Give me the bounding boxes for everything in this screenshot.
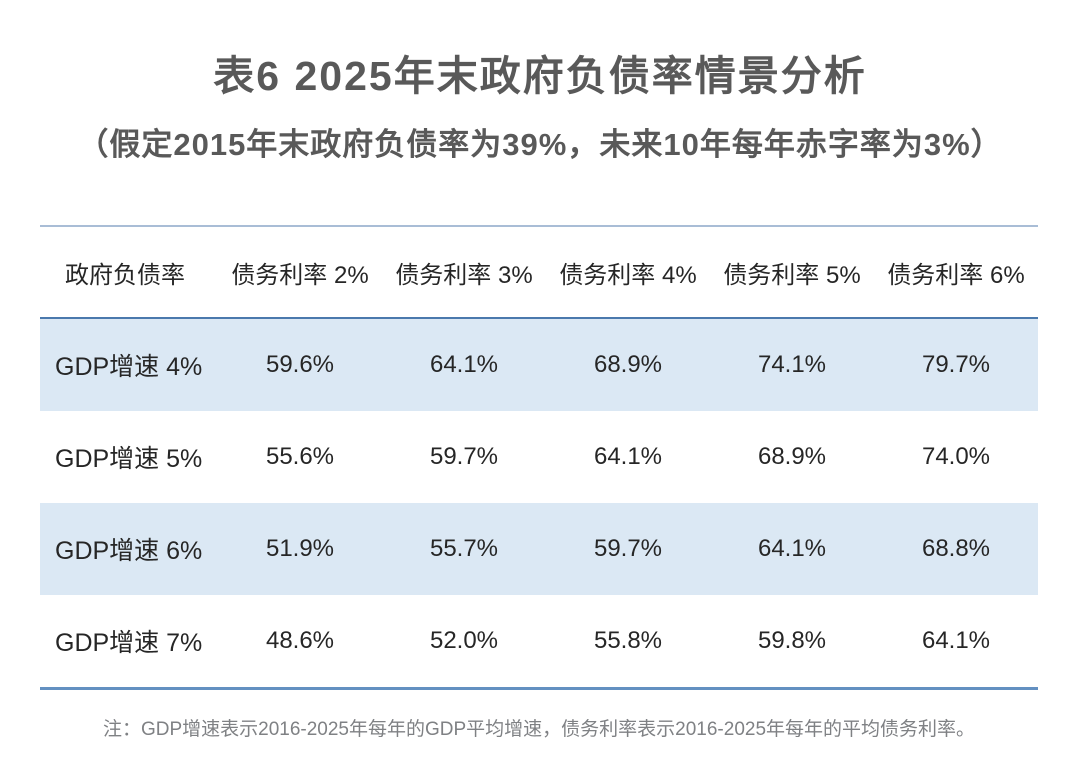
- page-subtitle: （假定2015年末政府负债率为39%，未来10年每年赤字率为3%）: [77, 127, 1003, 162]
- column-header-rate-5: 债务利率 5%: [723, 261, 861, 289]
- table-cell: 64.1%: [757, 535, 827, 562]
- table-cell: 74.1%: [757, 351, 827, 378]
- column-header-rate-3: 债务利率 3%: [395, 261, 533, 289]
- row-label: GDP增速 4%: [55, 353, 203, 381]
- table-cell: 68.9%: [757, 443, 827, 470]
- table-cell: 64.1%: [429, 351, 499, 378]
- table-row: GDP增速 5% 55.6% 59.7% 64.1% 68.9% 74.0%: [40, 411, 1038, 503]
- scenario-table: 政府负债率 债务利率 2% 债务利率 3% 债务利率 4% 债务利率 5% 债务…: [40, 225, 1038, 690]
- column-header-rate-6: 债务利率 6%: [887, 261, 1025, 289]
- table-header-row: 政府负债率 债务利率 2% 债务利率 3% 债务利率 4% 债务利率 5% 债务…: [40, 225, 1038, 319]
- table-row: GDP增速 7% 48.6% 52.0% 55.8% 59.8% 64.1%: [40, 595, 1038, 687]
- table-cell: 52.0%: [429, 627, 499, 654]
- row-label: GDP增速 6%: [55, 537, 203, 565]
- row-label: GDP增速 7%: [55, 629, 203, 657]
- table-cell: 55.8%: [593, 627, 663, 654]
- row-label: GDP增速 5%: [55, 445, 203, 473]
- table-footnote: 注：GDP增速表示2016-2025年每年的GDP平均增速，债务利率表示2016…: [102, 719, 976, 740]
- table-cell: 51.9%: [265, 535, 335, 562]
- page-title: 表6 2025年末政府负债率情景分析: [213, 53, 867, 99]
- table-cell: 64.1%: [593, 443, 663, 470]
- table-cell: 68.9%: [593, 351, 663, 378]
- table-cell: 59.7%: [593, 535, 663, 562]
- table-cell: 74.0%: [921, 443, 991, 470]
- table-cell: 64.1%: [921, 627, 991, 654]
- column-header-rate-2: 债务利率 2%: [231, 261, 369, 289]
- table-cell: 59.8%: [757, 627, 827, 654]
- table-cell: 59.6%: [265, 351, 335, 378]
- table-cell: 55.6%: [265, 443, 335, 470]
- column-header-rate-4: 债务利率 4%: [559, 261, 697, 289]
- column-header-debt-ratio: 政府负债率: [65, 261, 185, 289]
- table-row: GDP增速 6% 51.9% 55.7% 59.7% 64.1% 68.8%: [40, 503, 1038, 595]
- table-cell: 48.6%: [265, 627, 335, 654]
- table-body: GDP增速 4% 59.6% 64.1% 68.9% 74.1% 79.7% G…: [40, 319, 1038, 690]
- report-table-figure: 表6 2025年末政府负债率情景分析 （假定2015年末政府负债率为39%，未来…: [0, 42, 1080, 762]
- table-cell: 79.7%: [921, 351, 991, 378]
- table-cell: 55.7%: [429, 535, 499, 562]
- table-cell: 68.8%: [921, 535, 991, 562]
- table-cell: 59.7%: [429, 443, 499, 470]
- table-row: GDP增速 4% 59.6% 64.1% 68.9% 74.1% 79.7%: [40, 319, 1038, 411]
